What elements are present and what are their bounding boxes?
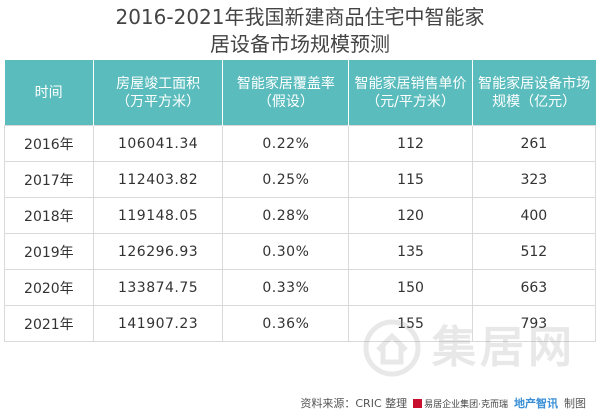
cell-year: 2016年 bbox=[4, 125, 94, 162]
cell-area: 126296.93 bbox=[92, 233, 224, 270]
cell-area: 119148.05 bbox=[92, 197, 224, 234]
table-row: 2019年 126296.93 0.30% 135 512 bbox=[4, 233, 597, 270]
cell-market-size: 663 bbox=[471, 269, 597, 306]
cell-unit-price: 155 bbox=[348, 305, 473, 342]
cell-area: 112403.82 bbox=[92, 161, 224, 198]
cell-coverage: 0.22% bbox=[222, 125, 350, 162]
cell-coverage: 0.28% bbox=[222, 197, 350, 234]
cell-year: 2018年 bbox=[4, 197, 94, 234]
cell-year: 2017年 bbox=[4, 161, 94, 198]
header-unit-price: 智能家居销售单价 （元/平方米） bbox=[348, 60, 473, 126]
cell-area: 141907.23 bbox=[92, 305, 224, 342]
title-line-2: 居设备市场规模预测 bbox=[210, 32, 390, 56]
brand-logo: 地产智讯 bbox=[514, 397, 558, 410]
header-time: 时间 bbox=[4, 60, 94, 126]
cell-coverage: 0.36% bbox=[222, 305, 350, 342]
table-row: 2017年 112403.82 0.25% 115 323 bbox=[4, 161, 597, 198]
table-row: 2021年 141907.23 0.36% 155 793 bbox=[4, 305, 597, 342]
header-area: 房屋竣工面积 （万平方米） bbox=[93, 60, 224, 126]
source-note: 资料来源：CRIC 整理 bbox=[300, 397, 408, 410]
cell-coverage: 0.30% bbox=[222, 233, 350, 270]
cell-coverage: 0.25% bbox=[222, 161, 350, 198]
table-row: 2016年 106041.34 0.22% 112 261 bbox=[4, 125, 597, 162]
table-header-row: 时间 房屋竣工面积 （万平方米） 智能家居覆盖率 （假设） 智能家居销售单价 （… bbox=[4, 60, 596, 126]
title-line-1: 2016-2021年我国新建商品住宅中智能家 bbox=[115, 5, 485, 29]
cell-year: 2021年 bbox=[4, 305, 94, 342]
cell-area: 133874.75 bbox=[92, 269, 224, 306]
cell-market-size: 400 bbox=[471, 197, 597, 234]
cell-market-size: 323 bbox=[471, 161, 597, 198]
cell-unit-price: 150 bbox=[348, 269, 473, 306]
cell-area: 106041.34 bbox=[92, 125, 224, 162]
made-label: 制图 bbox=[564, 397, 586, 410]
page-title: 2016-2021年我国新建商品住宅中智能家 居设备市场规模预测 bbox=[0, 4, 600, 58]
cell-market-size: 512 bbox=[471, 233, 597, 270]
data-table: 时间 房屋竣工面积 （万平方米） 智能家居覆盖率 （假设） 智能家居销售单价 （… bbox=[4, 60, 597, 342]
header-market-size: 智能家居设备市场 规模（亿元） bbox=[472, 60, 596, 126]
table-row: 2018年 119148.05 0.28% 120 400 bbox=[4, 197, 597, 234]
cell-market-size: 793 bbox=[471, 305, 597, 342]
header-coverage: 智能家居覆盖率 （假设） bbox=[222, 60, 350, 126]
table-row: 2020年 133874.75 0.33% 150 663 bbox=[4, 269, 597, 306]
cell-year: 2019年 bbox=[4, 233, 94, 270]
cell-market-size: 261 bbox=[471, 125, 597, 162]
cell-unit-price: 135 bbox=[348, 233, 473, 270]
cell-unit-price: 120 bbox=[348, 197, 473, 234]
cell-coverage: 0.33% bbox=[222, 269, 350, 306]
cell-year: 2020年 bbox=[4, 269, 94, 306]
org-logo: 易居企业集团·克而瑞 bbox=[413, 397, 508, 410]
cell-unit-price: 115 bbox=[348, 161, 473, 198]
cell-unit-price: 112 bbox=[348, 125, 473, 162]
footer: 资料来源：CRIC 整理 易居企业集团·克而瑞 地产智讯 制图 bbox=[300, 395, 586, 411]
org-logo-icon bbox=[413, 398, 423, 408]
